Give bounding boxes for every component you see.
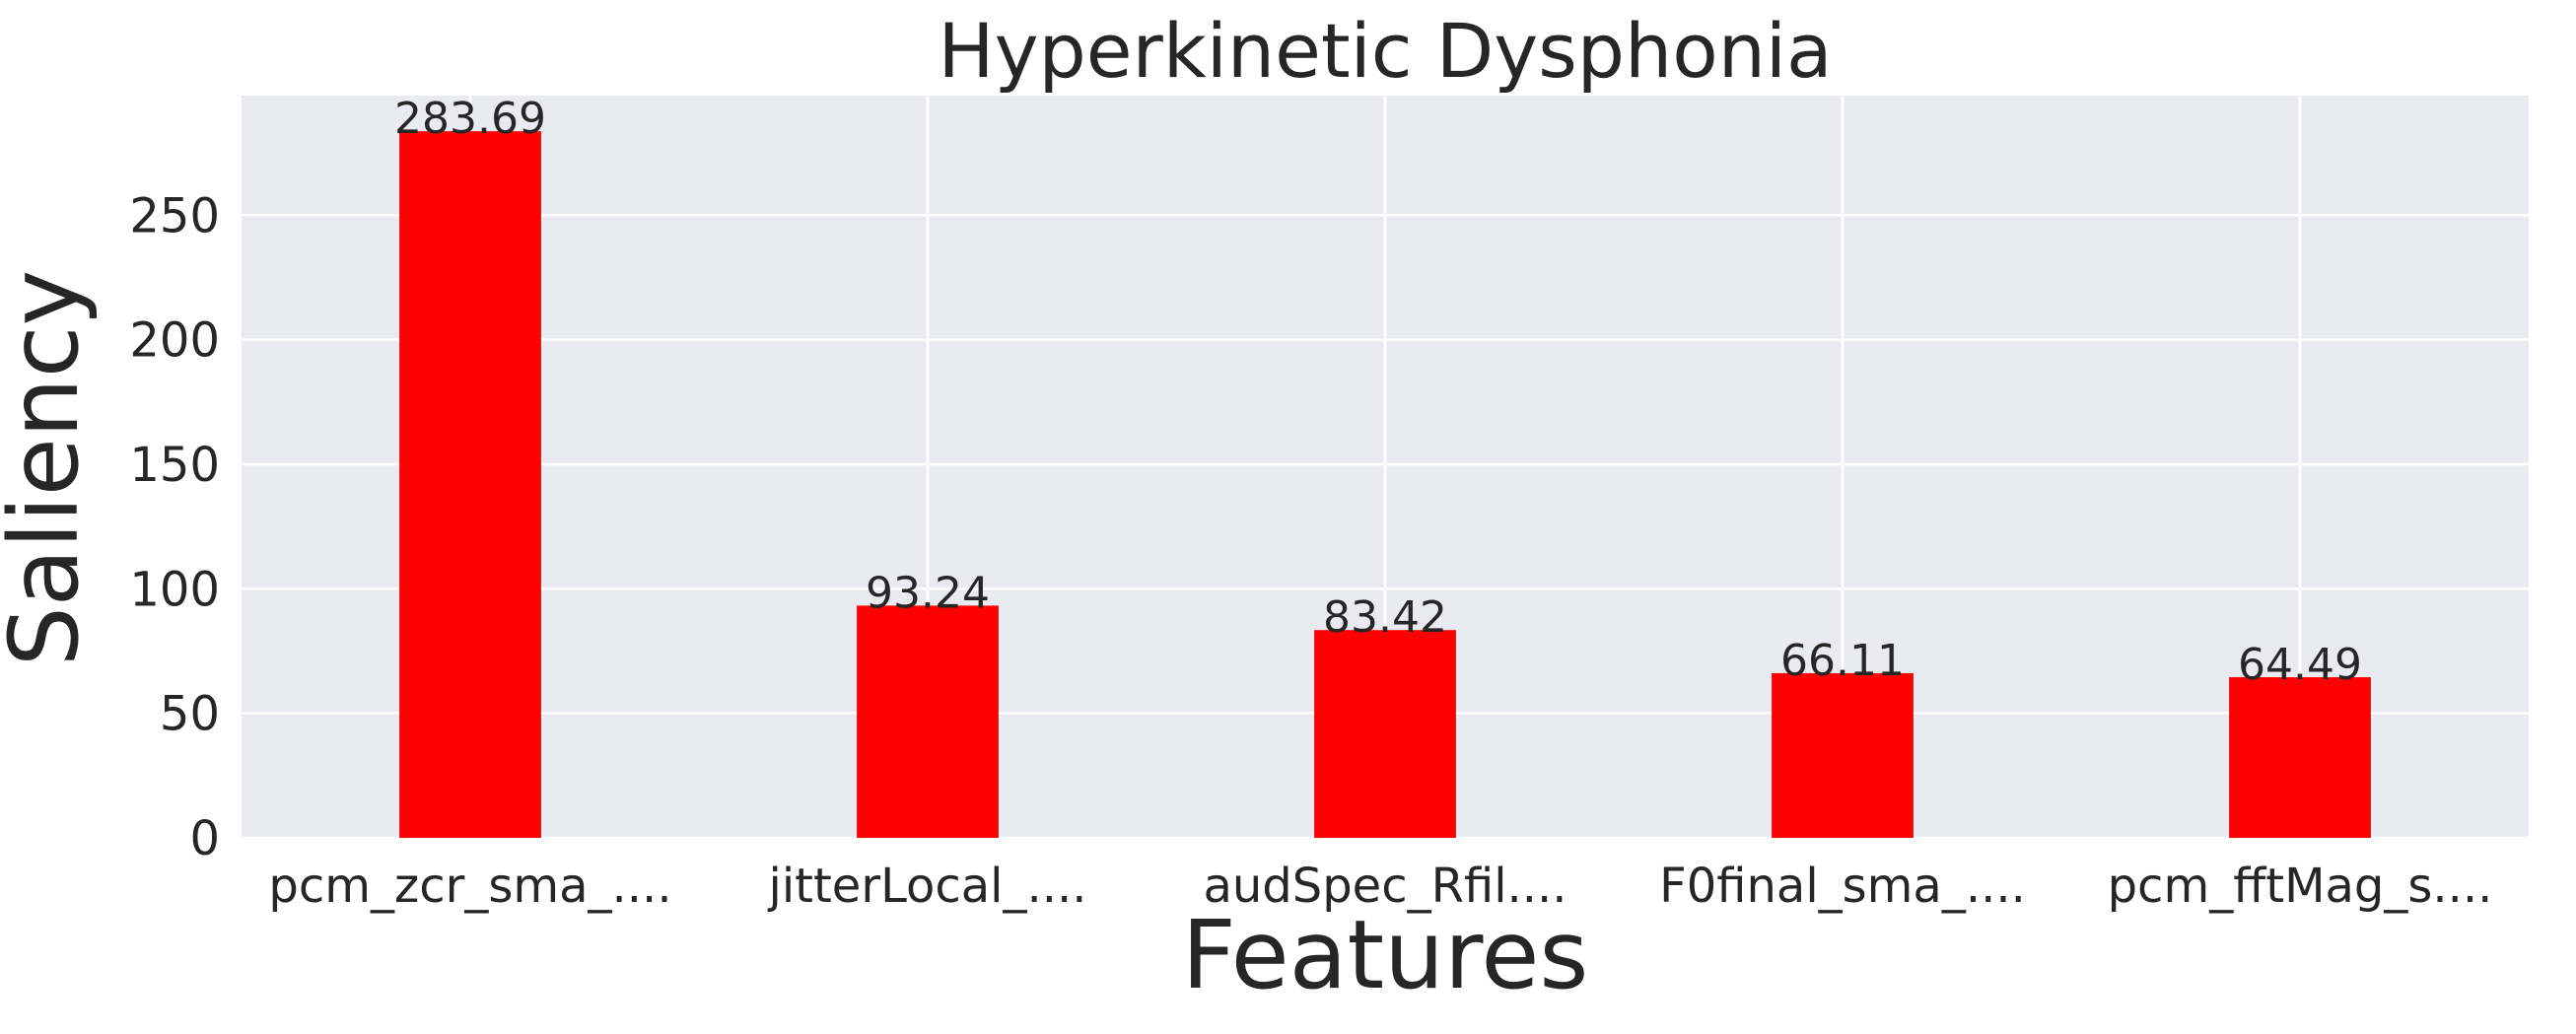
bar-value-labels: 283.69 93.24 83.42 66.11 64.49: [394, 94, 2362, 690]
y-tick-label: 100: [129, 562, 220, 617]
bar-value-label: 64.49: [2238, 640, 2362, 690]
bar-value-label: 83.42: [1323, 592, 1447, 643]
x-tick-label: pcm_zcr_sma_....: [268, 859, 671, 914]
y-axis-label: Saliency: [0, 270, 100, 667]
y-tick-label: 250: [129, 188, 220, 243]
chart-title: Hyperkinetic Dysphonia: [938, 7, 1832, 95]
bar: [399, 131, 541, 838]
y-axis-ticks: 0 50 100 150 200 250: [129, 188, 220, 866]
y-tick-label: 50: [160, 687, 220, 742]
bar-value-label: 93.24: [866, 568, 990, 618]
bar: [857, 605, 999, 838]
x-tick-label: F0final_sma_....: [1659, 859, 2026, 914]
x-tick-label: pcm_fftMag_s....: [2108, 859, 2493, 914]
bar: [1772, 672, 1914, 838]
bar-value-label: 66.11: [1780, 636, 1905, 686]
y-tick-label: 150: [129, 438, 220, 493]
bar: [1314, 630, 1456, 838]
y-tick-label: 0: [189, 811, 220, 866]
bars: [399, 131, 2371, 838]
bar: [2229, 677, 2371, 838]
x-axis-label: Features: [1182, 900, 1589, 1010]
x-tick-label: audSpec_Rfil....: [1203, 859, 1566, 914]
x-axis-ticks: pcm_zcr_sma_.... jitterLocal_.... audSpec_…: [268, 859, 2492, 914]
y-tick-label: 200: [129, 313, 220, 369]
x-tick-label: jitterLocal_....: [767, 859, 1086, 914]
bar-value-label: 283.69: [394, 94, 546, 144]
